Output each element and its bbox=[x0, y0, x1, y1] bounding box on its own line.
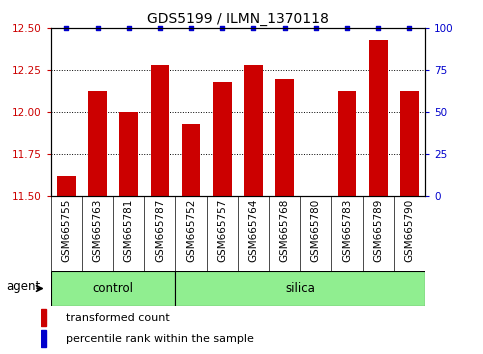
Point bbox=[187, 25, 195, 31]
Bar bbox=[175, 271, 425, 306]
Text: GSM665783: GSM665783 bbox=[342, 199, 352, 262]
Point bbox=[94, 25, 101, 31]
Point bbox=[156, 25, 164, 31]
Text: GSM665764: GSM665764 bbox=[248, 199, 258, 262]
Bar bbox=[275, 79, 294, 196]
Text: GSM665780: GSM665780 bbox=[311, 199, 321, 262]
Bar bbox=[400, 91, 419, 196]
Text: control: control bbox=[93, 282, 134, 295]
Text: GSM665789: GSM665789 bbox=[373, 199, 383, 262]
Point bbox=[406, 25, 413, 31]
Point bbox=[343, 25, 351, 31]
Bar bbox=[244, 65, 263, 196]
Bar bbox=[338, 91, 356, 196]
Bar bbox=[151, 65, 169, 196]
Bar bbox=[119, 113, 138, 196]
Bar bbox=[57, 176, 76, 196]
Point bbox=[62, 25, 70, 31]
Point bbox=[125, 25, 132, 31]
Title: GDS5199 / ILMN_1370118: GDS5199 / ILMN_1370118 bbox=[147, 12, 329, 26]
Text: GSM665787: GSM665787 bbox=[155, 199, 165, 262]
Bar bbox=[41, 330, 46, 347]
Bar bbox=[51, 271, 175, 306]
Point bbox=[374, 25, 382, 31]
Point bbox=[250, 25, 257, 31]
Bar bbox=[213, 82, 232, 196]
Bar bbox=[41, 309, 46, 326]
Text: transformed count: transformed count bbox=[66, 313, 170, 323]
Point bbox=[312, 25, 320, 31]
Text: GSM665752: GSM665752 bbox=[186, 199, 196, 262]
Text: agent: agent bbox=[6, 280, 41, 293]
Bar bbox=[88, 91, 107, 196]
Text: GSM665781: GSM665781 bbox=[124, 199, 134, 262]
Bar bbox=[182, 124, 200, 196]
Text: percentile rank within the sample: percentile rank within the sample bbox=[66, 333, 254, 343]
Text: silica: silica bbox=[285, 282, 315, 295]
Text: GSM665763: GSM665763 bbox=[93, 199, 102, 262]
Bar bbox=[369, 40, 388, 196]
Point bbox=[218, 25, 226, 31]
Text: GSM665768: GSM665768 bbox=[280, 199, 290, 262]
Text: GSM665757: GSM665757 bbox=[217, 199, 227, 262]
Text: GSM665755: GSM665755 bbox=[61, 199, 71, 262]
Point bbox=[281, 25, 288, 31]
Text: GSM665790: GSM665790 bbox=[404, 199, 414, 262]
